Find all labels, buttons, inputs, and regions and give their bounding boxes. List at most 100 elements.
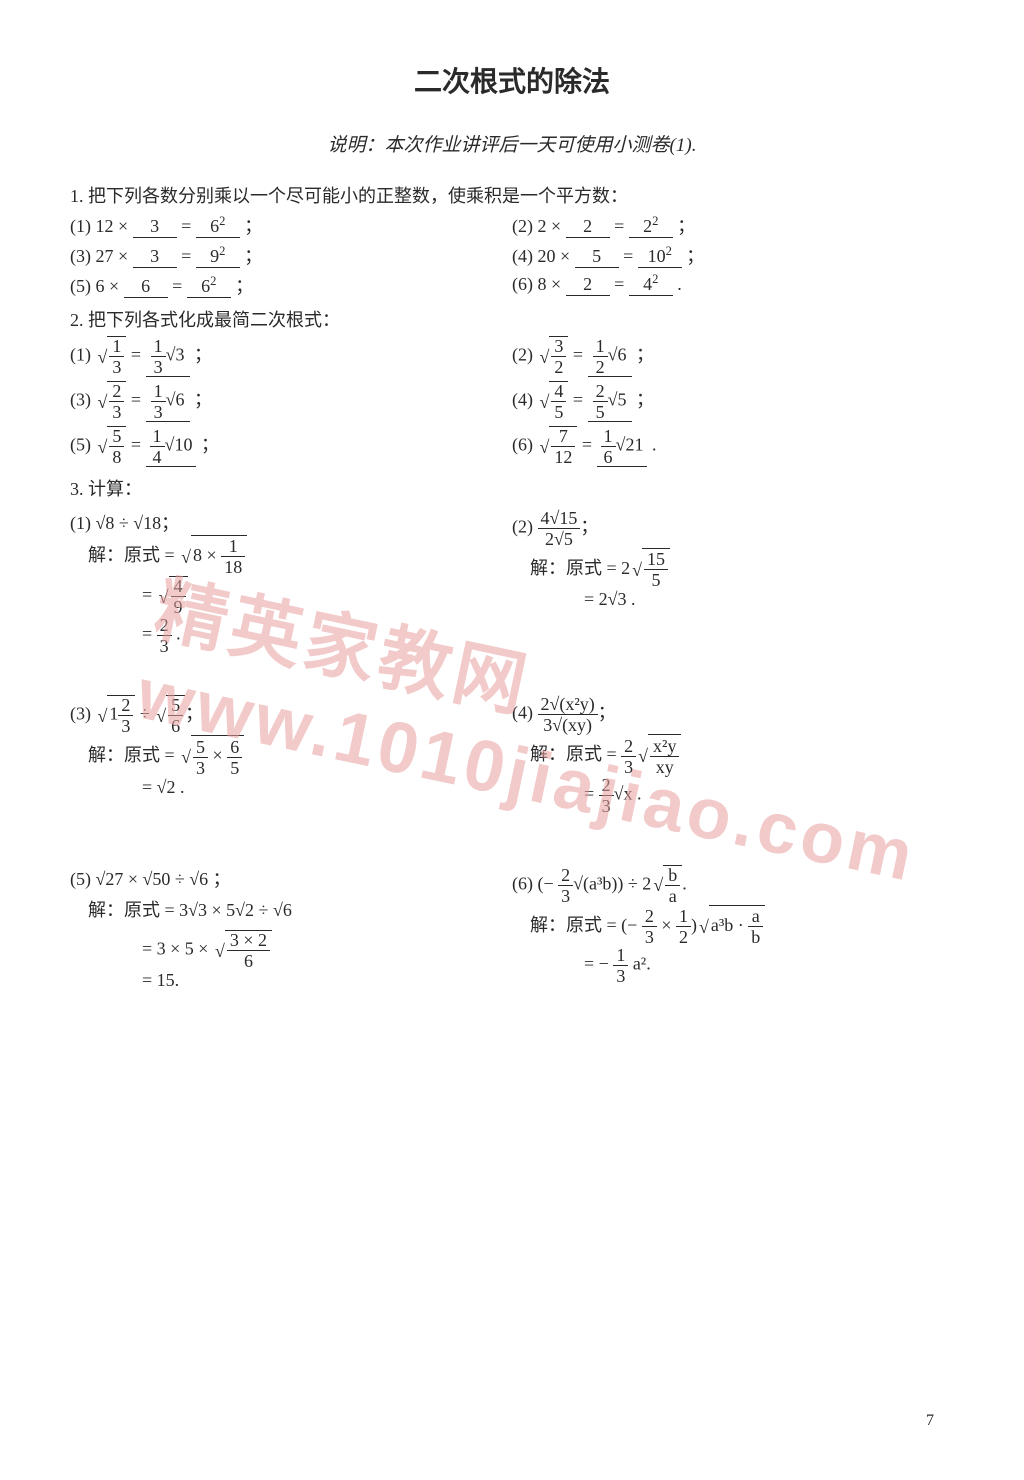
q3p6-s2: = − 13 a². xyxy=(584,946,954,985)
q1f-b1: 2 xyxy=(566,274,610,296)
q3p1-s1a: 解：原式 = xyxy=(88,545,179,565)
q2f-t: . xyxy=(647,435,656,455)
q2a-ln: 1 xyxy=(109,337,124,357)
q2c-t: ； xyxy=(190,390,213,410)
sqrt-icon: 49 xyxy=(157,576,188,616)
q2d-rd: 5 xyxy=(593,402,608,421)
q2d-t: ； xyxy=(632,390,655,410)
q1a-mid: = xyxy=(177,216,196,236)
q1d-b1: 5 xyxy=(575,246,619,268)
q2f-rr: 21 xyxy=(625,435,643,455)
q3p2-s1d: 5 xyxy=(644,570,668,589)
q3p4-s2n: 2 xyxy=(599,776,614,796)
q2c-rr: 6 xyxy=(175,390,184,410)
instruction-note: 说明：本次作业讲评后一天可使用小测卷(1). xyxy=(70,130,954,157)
q2b-ln: 3 xyxy=(551,337,566,357)
q2c-ld: 3 xyxy=(109,402,124,421)
q2c-ans: 13√6 xyxy=(146,382,190,422)
q3p4-rd: xy xyxy=(650,757,679,776)
q3p4-sol: 解：原式 = 23x²yxy xyxy=(530,734,954,775)
q2a-eq: = xyxy=(126,345,145,365)
q2d: (4) 45 = 25√5 ； xyxy=(512,381,954,422)
q3p4-fd: 3 xyxy=(621,757,636,776)
q2a-t: ； xyxy=(190,345,213,365)
q3p4-lead: (4) xyxy=(512,703,538,723)
q3p3-rn: 5 xyxy=(168,696,183,716)
q3p4-pt: ； xyxy=(598,703,616,723)
q1c-mid: = xyxy=(177,246,196,266)
sqrt-icon: 53 × 65 xyxy=(179,735,244,776)
q3p1-s2d: 9 xyxy=(171,597,186,616)
q3p1-sol: 解：原式 = 8 × 118 xyxy=(88,535,512,576)
q2c-eq: = xyxy=(126,390,145,410)
q3p3-s1n: 5 xyxy=(193,738,208,758)
q3p1-s2n: 4 xyxy=(171,577,186,597)
q1b-b1: 2 xyxy=(566,216,610,238)
q2e-t: ； xyxy=(196,435,219,455)
q3p6: (6) (− 23√(a³b)) ÷ 2ba. 解：原式 = (− 23 × 1… xyxy=(512,865,954,985)
q3p2-lead: (2) xyxy=(512,517,538,537)
q3p5-s2a: = 3 × 5 × xyxy=(142,939,213,959)
q1e-b2v: 6 xyxy=(201,276,210,296)
q2a: (1) 13 = 13√3 ； xyxy=(70,336,512,377)
q2c-ln: 2 xyxy=(109,382,124,402)
q1d-tail: ； xyxy=(682,246,705,266)
q2e-eq: = xyxy=(126,435,145,455)
q2d-p: (4) xyxy=(512,390,538,410)
q1f-sup: 2 xyxy=(652,272,658,286)
q1-item-5: (5) 6 × 6 = 62 ； xyxy=(70,272,512,298)
q2a-rd: 3 xyxy=(151,357,166,376)
q3p6-s1d2: 2 xyxy=(676,927,691,946)
q3p3-mw: 1 xyxy=(109,704,118,724)
q1a-lead: (1) 12 × xyxy=(70,216,133,236)
sqrt-icon: 32 xyxy=(538,336,569,376)
q3p2-s1n: 15 xyxy=(644,550,668,570)
q2a-rn: 1 xyxy=(151,337,166,357)
sqrt-icon: 123 xyxy=(96,695,136,735)
q2f-rd: 6 xyxy=(601,447,616,466)
q2b-eq: = xyxy=(568,345,587,365)
q1e-b2: 62 xyxy=(187,274,231,298)
page-number: 7 xyxy=(926,1412,934,1430)
q1e-mid: = xyxy=(168,276,187,296)
q2e: (5) 58 = 14√10 ； xyxy=(70,426,512,467)
q3p1-s1d: 18 xyxy=(221,557,245,576)
q3p3: (3) 123 ÷ 56； 解：原式 = 53 × 65 = √2 . xyxy=(70,695,512,797)
q1d-b2v: 10 xyxy=(648,246,666,266)
q3p2-s2: = 2√3 . xyxy=(584,589,954,610)
q3p4-s2t: . xyxy=(633,783,642,803)
q1d-b2: 102 xyxy=(638,244,682,268)
sqrt-icon: x²yxy xyxy=(636,734,681,775)
q3p2: (2) 4√152√5； 解：原式 = 2155 = 2√3 . xyxy=(512,509,954,610)
q2d-rn: 2 xyxy=(593,382,608,402)
q2d-ln: 4 xyxy=(551,382,566,402)
q3p2-pd: 2√5 xyxy=(538,529,581,548)
sqrt-icon: 56 xyxy=(154,695,185,735)
q3p6-pbd: 3 xyxy=(558,886,573,905)
q3p5-prob: (5) √27 × √50 ÷ √6 ； xyxy=(70,865,512,891)
sqrt-icon: 23 xyxy=(96,381,127,421)
sqrt-icon: 58 xyxy=(96,426,127,466)
q3p6-prob: (6) (− 23√(a³b)) ÷ 2ba. xyxy=(512,865,954,905)
q3p6-pd: ÷ 2 xyxy=(623,873,651,893)
q1c-b1: 3 xyxy=(133,246,177,268)
q2e-rd: 4 xyxy=(150,447,165,466)
q3p4-s2d: 3 xyxy=(599,796,614,815)
q2e-p: (5) xyxy=(70,435,96,455)
q3p3-s1d: 3 xyxy=(193,758,208,777)
q3p6-s1n: 2 xyxy=(642,907,657,927)
q2b-rd: 2 xyxy=(593,357,608,376)
q2-row2: (3) 23 = 13√6 ； (4) 45 = 25√5 ； xyxy=(70,381,954,422)
q2b: (2) 32 = 12√6 ； xyxy=(512,336,954,377)
q1c-lead: (3) 27 × xyxy=(70,246,133,266)
q3p1-s2: = 49 xyxy=(142,576,512,616)
q3p6-sol: 解：原式 = (− 23 × 12)a³b · ab xyxy=(530,905,954,946)
q3p3-s1x: × xyxy=(208,745,227,765)
q3p3-pt: ； xyxy=(185,704,203,724)
q3p6-s2n: 1 xyxy=(613,946,628,966)
q1-stem: 1. 把下列各数分别乘以一个尽可能小的正整数，使乘积是一个平方数： xyxy=(70,182,954,208)
q3p5-s1: 解：原式 = 3√3 × 5√2 ÷ √6 xyxy=(88,891,512,931)
q3p6-s1rn: a xyxy=(748,907,763,927)
q3p6-pbn2: b xyxy=(665,866,680,886)
page-title: 二次根式的除法 xyxy=(70,60,954,100)
